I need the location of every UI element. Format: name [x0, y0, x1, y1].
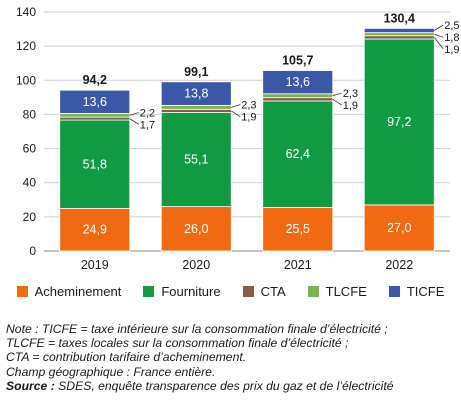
y-tick-label: 60: [23, 142, 37, 156]
segment-label: 51,8: [83, 157, 107, 171]
x-tick-label: 2021: [284, 258, 312, 272]
legend-item-acheminement: Acheminement: [16, 284, 122, 299]
total-label: 105,7: [282, 54, 313, 68]
legend-item-fourniture: Fourniture: [143, 284, 221, 299]
legend-label-tlcfe: TLCFE: [325, 284, 367, 299]
source-label: Source :: [6, 378, 55, 393]
leader-line: [129, 112, 139, 116]
legend-swatch-fourniture: [143, 286, 155, 297]
leader-line: [231, 104, 241, 108]
y-tick-label: 140: [16, 5, 36, 19]
bar-segment: [59, 208, 131, 252]
legend-label-ticfe: TICFE: [406, 284, 445, 299]
small-segment-label: 2,3: [343, 88, 358, 100]
small-segment-label: 1,9: [343, 100, 358, 112]
segment-label: 13,6: [286, 75, 310, 89]
segment-label: 13,6: [83, 95, 107, 109]
leader-line: [434, 24, 444, 31]
small-segment-label: 1,8: [444, 32, 459, 44]
chart-legend: Acheminement Fourniture CTA TLCFE TICFE: [0, 284, 461, 299]
y-tick-label: 40: [23, 176, 37, 190]
bar-segment: [59, 119, 131, 209]
leader-line: [434, 33, 444, 38]
small-segment-label: 1,9: [444, 44, 459, 56]
legend-swatch-acheminement: [16, 286, 28, 297]
y-tick-label: 80: [23, 107, 37, 121]
source-text: SDES, enquête transparence des prix du g…: [54, 378, 394, 393]
small-segment-label: 1,7: [140, 119, 155, 131]
bar-segment: [363, 38, 435, 206]
legend-item-ticfe: TICFE: [388, 284, 445, 299]
note-line-1: Note : TICFE = taxe intérieure sur la co…: [6, 322, 388, 336]
note-line-2: TLCFE = taxes locales sur la consommatio…: [6, 336, 349, 351]
segment-label: 13,8: [184, 87, 208, 101]
small-segment-label: 2,3: [241, 100, 256, 112]
legend-label-acheminement: Acheminement: [34, 284, 122, 299]
chart-notes: Note : TICFE = taxe intérieure sur la co…: [6, 322, 458, 393]
y-tick-label: 100: [16, 73, 36, 87]
legend-swatch-tlcfe: [307, 286, 319, 297]
legend-swatch-ticfe: [388, 286, 400, 297]
bar-segment: [262, 97, 334, 102]
x-tick-label: 2020: [182, 258, 210, 272]
small-segment-label: 2,2: [140, 108, 155, 120]
x-tick-label: 2019: [81, 258, 109, 272]
x-tick-label: 2022: [385, 258, 413, 272]
bar-segment: [160, 108, 232, 113]
bar-segment: [262, 100, 334, 208]
note-line-3: CTA = contribution tarifaire d’acheminem…: [6, 350, 247, 365]
bar-segment: [59, 89, 131, 114]
segment-label: 24,9: [83, 223, 107, 237]
bar-segment: [363, 35, 435, 40]
leader-line: [129, 118, 139, 125]
legend-swatch-cta: [242, 286, 254, 297]
small-segment-label: 1,9: [241, 112, 256, 124]
bar-segment: [363, 204, 435, 252]
bar-segment: [262, 93, 334, 99]
legend-item-tlcfe: TLCFE: [307, 284, 367, 299]
leader-line: [231, 110, 241, 118]
segment-label: 27,0: [387, 221, 411, 235]
segment-label: 26,0: [184, 222, 208, 236]
segment-label: 62,4: [286, 147, 310, 161]
segment-label: 97,2: [387, 115, 411, 129]
note-line-4: Champ géographique : France entière.: [6, 364, 216, 379]
bar-segment: [59, 113, 131, 118]
legend-item-cta: CTA: [242, 284, 286, 299]
bar-segment: [262, 207, 334, 252]
source-line: Source : SDES, enquête transparence des …: [6, 379, 458, 393]
bar-segment: [363, 27, 435, 34]
segment-label: 55,1: [184, 153, 208, 167]
legend-label-cta: CTA: [260, 284, 286, 299]
y-tick-label: 0: [29, 244, 36, 258]
leader-line: [433, 37, 444, 50]
bar-segment: [160, 81, 232, 106]
bar-segment: [160, 104, 232, 110]
bar-segment: [262, 70, 334, 95]
leader-line: [332, 98, 342, 106]
legend-label-fourniture: Fourniture: [161, 284, 221, 299]
small-segment-label: 2,5: [444, 20, 459, 32]
bar-segment: [363, 32, 435, 37]
total-label: 99,1: [184, 65, 208, 79]
y-tick-label: 20: [23, 210, 37, 224]
total-label: 94,2: [83, 73, 107, 87]
segment-label: 25,5: [286, 222, 310, 236]
bar-segment: [59, 116, 131, 121]
y-tick-label: 120: [16, 39, 36, 53]
leader-line: [332, 92, 342, 97]
stacked-bar-chart: 0 20 40 60 80 100 120 140 24,9 51,8 13,6 1,72,2 94,2…: [16, 5, 460, 272]
total-label: 130,4: [384, 11, 415, 25]
